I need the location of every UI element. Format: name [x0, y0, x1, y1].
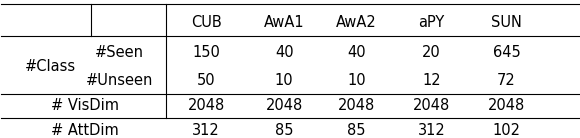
Text: aPY: aPY	[418, 14, 444, 30]
Text: 2048: 2048	[188, 98, 225, 113]
Text: 150: 150	[193, 45, 220, 60]
Text: #Class: #Class	[25, 59, 76, 74]
Text: 85: 85	[275, 123, 293, 137]
Text: 102: 102	[492, 123, 520, 137]
Text: 312: 312	[193, 123, 220, 137]
Text: # VisDim: # VisDim	[51, 98, 119, 113]
Text: CUB: CUB	[191, 14, 222, 30]
Text: 2048: 2048	[266, 98, 303, 113]
Text: 40: 40	[347, 45, 366, 60]
Text: AwA2: AwA2	[336, 14, 377, 30]
Text: 72: 72	[497, 73, 516, 88]
Text: 40: 40	[275, 45, 293, 60]
Text: #Unseen: #Unseen	[86, 73, 153, 88]
Text: 10: 10	[347, 73, 366, 88]
Text: 85: 85	[347, 123, 365, 137]
Text: 10: 10	[275, 73, 293, 88]
Text: 2048: 2048	[338, 98, 375, 113]
Text: # AttDim: # AttDim	[51, 123, 119, 137]
Text: 2048: 2048	[413, 98, 450, 113]
Text: 50: 50	[197, 73, 216, 88]
Text: 2048: 2048	[488, 98, 525, 113]
Text: 312: 312	[418, 123, 445, 137]
Text: #Seen: #Seen	[95, 45, 144, 60]
Text: 645: 645	[492, 45, 520, 60]
Text: AwA1: AwA1	[264, 14, 305, 30]
Text: 20: 20	[422, 45, 441, 60]
Text: SUN: SUN	[491, 14, 522, 30]
Text: 12: 12	[422, 73, 441, 88]
